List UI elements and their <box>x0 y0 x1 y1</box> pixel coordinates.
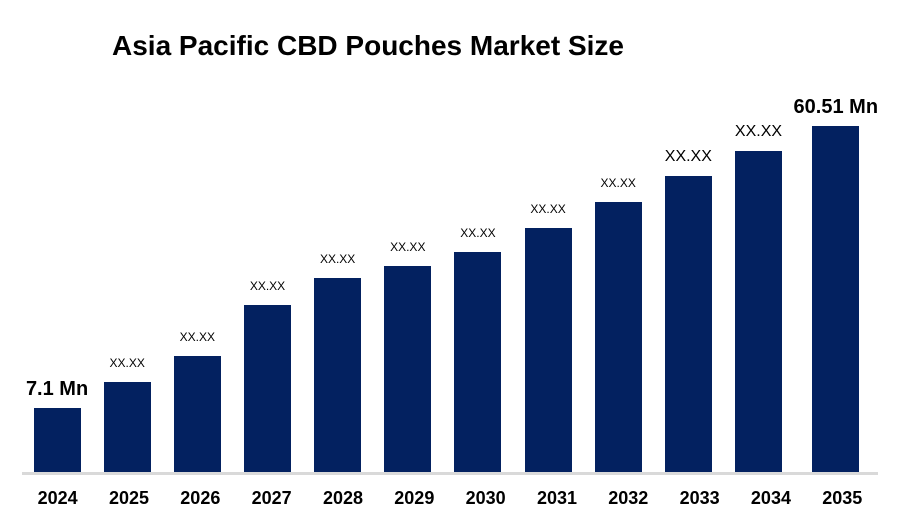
bar-value-label-2025: XX.XX <box>109 356 145 371</box>
bar-2033 <box>664 176 712 472</box>
bar-2024 <box>33 408 81 472</box>
bar-2027 <box>243 305 291 472</box>
bar-group-2025: XX.XX <box>92 90 162 472</box>
x-axis-label-2027: 2027 <box>251 488 292 508</box>
bar-value-label-2024: 7.1 Mn <box>25 378 89 400</box>
x-axis-label-2029: 2029 <box>394 488 435 508</box>
x-axis-line <box>22 472 878 475</box>
bar-2025 <box>103 382 151 472</box>
bar-value-label-2029: XX.XX <box>390 240 426 255</box>
bar-2035 <box>812 126 860 472</box>
x-axis-label-2026: 2026 <box>180 488 221 508</box>
x-axis-labels: 2024 2025 2026 2027 2028 2029 2030 2031 2032 2033… <box>22 488 878 509</box>
x-axis-label-2025: 2025 <box>108 488 150 508</box>
bar-value-label-2026: XX.XX <box>179 330 216 345</box>
bar-value-label-2031: XX.XX <box>530 202 566 217</box>
x-axis-label-2030: 2030 <box>465 488 506 508</box>
bar-2030 <box>454 252 502 472</box>
bar-value-label-2033: XX.XX <box>664 147 712 165</box>
bar-value-label-2030: XX.XX <box>460 226 496 241</box>
chart-title: Asia Pacific CBD Pouches Market Size <box>112 30 624 61</box>
bar-group-2029: XX.XX <box>373 90 443 472</box>
x-axis-label-2028: 2028 <box>322 488 363 508</box>
bar-2032 <box>594 202 642 472</box>
x-axis-label-2031: 2031 <box>536 488 577 508</box>
bar-2034 <box>734 151 782 472</box>
x-axis-label-2032: 2032 <box>608 488 649 508</box>
x-axis-label-2024: 2024 <box>37 488 78 508</box>
x-axis-label-2035: 2035 <box>822 488 863 508</box>
x-axis-label-2034: 2034 <box>750 488 791 508</box>
bar-group-2024: 7.1 Mn <box>22 90 92 472</box>
bar-2028 <box>314 278 362 472</box>
plot-area: 7.1 Mn XX.XX XX.XX XX.XX XX.XX XX.XX XX.XX XX.X… <box>22 90 878 472</box>
bar-group-2027: XX.XX <box>232 90 302 472</box>
bar-group-2033: XX.XX <box>653 90 723 472</box>
bar-2029 <box>384 266 432 472</box>
bar-group-2028: XX.XX <box>303 90 373 472</box>
bar-group-2030: XX.XX <box>443 90 513 472</box>
bar-group-2035: 60.51 Mn <box>794 90 878 472</box>
bar-group-2032: XX.XX <box>583 90 653 472</box>
bar-2031 <box>524 228 572 472</box>
x-axis-label-2033: 2033 <box>679 488 720 508</box>
bar-value-label-2032: XX.XX <box>600 176 636 191</box>
bar-value-label-2035: 60.51 Mn <box>793 96 879 118</box>
bar-value-label-2028: XX.XX <box>319 252 356 267</box>
bar-value-label-2027: XX.XX <box>249 279 286 294</box>
bar-group-2034: XX.XX <box>723 90 793 472</box>
bar-2026 <box>173 356 221 472</box>
bar-group-2026: XX.XX <box>162 90 232 472</box>
bar-group-2031: XX.XX <box>513 90 583 472</box>
bar-value-label-2034: XX.XX <box>734 122 783 140</box>
